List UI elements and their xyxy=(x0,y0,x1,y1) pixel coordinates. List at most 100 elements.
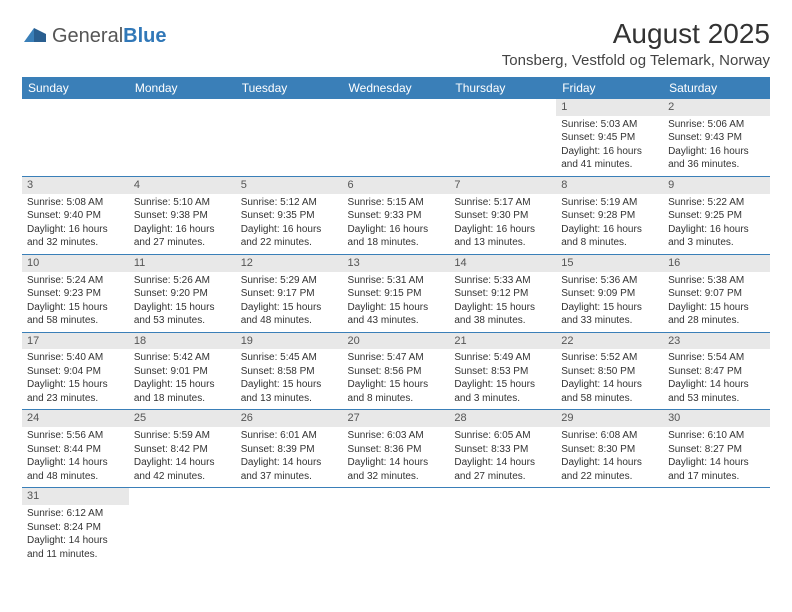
calendar-cell xyxy=(129,99,236,176)
day-info: Sunrise: 5:12 AMSunset: 9:35 PMDaylight:… xyxy=(241,196,338,250)
day-number: 14 xyxy=(449,255,556,272)
day-info: Sunrise: 6:08 AMSunset: 8:30 PMDaylight:… xyxy=(561,429,658,483)
day-number: 31 xyxy=(22,488,129,505)
calendar-page: GeneralBlue August 2025 Tonsberg, Vestfo… xyxy=(0,0,792,583)
day-info: Sunrise: 5:29 AMSunset: 9:17 PMDaylight:… xyxy=(241,274,338,328)
calendar-cell: 23Sunrise: 5:54 AMSunset: 8:47 PMDayligh… xyxy=(663,332,770,410)
calendar-cell: 17Sunrise: 5:40 AMSunset: 9:04 PMDayligh… xyxy=(22,332,129,410)
calendar-cell: 3Sunrise: 5:08 AMSunset: 9:40 PMDaylight… xyxy=(22,176,129,254)
calendar-cell: 20Sunrise: 5:47 AMSunset: 8:56 PMDayligh… xyxy=(343,332,450,410)
day-info: Sunrise: 5:49 AMSunset: 8:53 PMDaylight:… xyxy=(454,351,551,405)
day-number: 28 xyxy=(449,410,556,427)
day-info: Sunrise: 5:56 AMSunset: 8:44 PMDaylight:… xyxy=(27,429,124,483)
calendar-cell xyxy=(343,99,450,176)
day-number: 12 xyxy=(236,255,343,272)
day-info: Sunrise: 5:59 AMSunset: 8:42 PMDaylight:… xyxy=(134,429,231,483)
calendar-cell xyxy=(663,488,770,565)
logo-icon xyxy=(22,24,48,49)
day-info: Sunrise: 5:52 AMSunset: 8:50 PMDaylight:… xyxy=(561,351,658,405)
calendar-cell: 8 Sunrise: 5:19 AMSunset: 9:28 PMDaylight… xyxy=(556,176,663,254)
calendar-cell xyxy=(449,99,556,176)
calendar-cell: 2 Sunrise: 5:06 AMSunset: 9:43 PMDaylight… xyxy=(663,99,770,176)
logo-text: GeneralBlue xyxy=(52,25,167,48)
calendar-cell: 10 Sunrise: 5:24 AMSunset: 9:23 PMDayligh… xyxy=(22,254,129,332)
calendar-cell: 7Sunrise: 5:17 AMSunset: 9:30 PMDaylight… xyxy=(449,176,556,254)
calendar-cell: 22Sunrise: 5:52 AMSunset: 8:50 PMDayligh… xyxy=(556,332,663,410)
calendar-cell: 12 Sunrise: 5:29 AMSunset: 9:17 PMDayligh… xyxy=(236,254,343,332)
day-number: 3 xyxy=(22,177,129,194)
calendar-cell xyxy=(556,488,663,565)
day-info: Sunrise: 5:22 AMSunset: 9:25 PMDaylight:… xyxy=(668,196,765,250)
day-info: Sunrise: 5:54 AMSunset: 8:47 PMDaylight:… xyxy=(668,351,765,405)
calendar-cell: 9 Sunrise: 5:22 AMSunset: 9:25 PMDaylight… xyxy=(663,176,770,254)
day-number: 22 xyxy=(556,333,663,350)
day-info: Sunrise: 5:19 AMSunset: 9:28 PMDaylight:… xyxy=(561,196,658,250)
logo: GeneralBlue xyxy=(22,24,167,49)
calendar-cell: 14 Sunrise: 5:33 AMSunset: 9:12 PMDayligh… xyxy=(449,254,556,332)
calendar-cell xyxy=(129,488,236,565)
calendar-cell: 6 Sunrise: 5:15 AMSunset: 9:33 PMDaylight… xyxy=(343,176,450,254)
weekday-header: Wednesday xyxy=(343,77,450,99)
calendar-table: SundayMondayTuesdayWednesdayThursdayFrid… xyxy=(22,77,770,565)
day-number: 18 xyxy=(129,333,236,350)
day-number: 19 xyxy=(236,333,343,350)
day-number: 9 xyxy=(663,177,770,194)
day-number: 23 xyxy=(663,333,770,350)
day-info: Sunrise: 5:17 AMSunset: 9:30 PMDaylight:… xyxy=(454,196,551,250)
calendar-cell: 4Sunrise: 5:10 AMSunset: 9:38 PMDaylight… xyxy=(129,176,236,254)
day-number: 15 xyxy=(556,255,663,272)
calendar-cell xyxy=(343,488,450,565)
day-number: 30 xyxy=(663,410,770,427)
day-number: 21 xyxy=(449,333,556,350)
day-info: Sunrise: 5:24 AMSunset: 9:23 PMDaylight:… xyxy=(27,274,124,328)
day-number: 10 xyxy=(22,255,129,272)
calendar-cell xyxy=(449,488,556,565)
day-number: 24 xyxy=(22,410,129,427)
day-info: Sunrise: 5:36 AMSunset: 9:09 PMDaylight:… xyxy=(561,274,658,328)
logo-text-2: Blue xyxy=(123,25,166,47)
day-info: Sunrise: 6:05 AMSunset: 8:33 PMDaylight:… xyxy=(454,429,551,483)
calendar-cell: 19Sunrise: 5:45 AMSunset: 8:58 PMDayligh… xyxy=(236,332,343,410)
day-number: 5 xyxy=(236,177,343,194)
calendar-cell: 18Sunrise: 5:42 AMSunset: 9:01 PMDayligh… xyxy=(129,332,236,410)
weekday-header: Thursday xyxy=(449,77,556,99)
logo-text-1: General xyxy=(52,25,123,47)
day-info: Sunrise: 5:42 AMSunset: 9:01 PMDaylight:… xyxy=(134,351,231,405)
weekday-header: Tuesday xyxy=(236,77,343,99)
header: GeneralBlue August 2025 Tonsberg, Vestfo… xyxy=(22,18,770,69)
calendar-cell xyxy=(236,99,343,176)
day-info: Sunrise: 5:26 AMSunset: 9:20 PMDaylight:… xyxy=(134,274,231,328)
day-info: Sunrise: 5:10 AMSunset: 9:38 PMDaylight:… xyxy=(134,196,231,250)
calendar-cell xyxy=(236,488,343,565)
day-number: 8 xyxy=(556,177,663,194)
day-info: Sunrise: 5:47 AMSunset: 8:56 PMDaylight:… xyxy=(348,351,445,405)
calendar-cell: 29 Sunrise: 6:08 AMSunset: 8:30 PMDayligh… xyxy=(556,410,663,488)
calendar-cell: 26Sunrise: 6:01 AMSunset: 8:39 PMDayligh… xyxy=(236,410,343,488)
calendar-header-row: SundayMondayTuesdayWednesdayThursdayFrid… xyxy=(22,77,770,99)
day-info: Sunrise: 5:31 AMSunset: 9:15 PMDaylight:… xyxy=(348,274,445,328)
calendar-cell xyxy=(22,99,129,176)
day-info: Sunrise: 5:03 AMSunset: 9:45 PMDaylight:… xyxy=(561,118,658,172)
day-info: Sunrise: 5:15 AMSunset: 9:33 PMDaylight:… xyxy=(348,196,445,250)
day-number: 26 xyxy=(236,410,343,427)
day-number: 11 xyxy=(129,255,236,272)
calendar-cell: 15 Sunrise: 5:36 AMSunset: 9:09 PMDayligh… xyxy=(556,254,663,332)
weekday-header: Friday xyxy=(556,77,663,99)
calendar-cell: 21Sunrise: 5:49 AMSunset: 8:53 PMDayligh… xyxy=(449,332,556,410)
calendar-cell: 11 Sunrise: 5:26 AMSunset: 9:20 PMDayligh… xyxy=(129,254,236,332)
day-info: Sunrise: 6:12 AMSunset: 8:24 PMDaylight:… xyxy=(27,507,124,561)
calendar-cell: 25 Sunrise: 5:59 AMSunset: 8:42 PMDayligh… xyxy=(129,410,236,488)
weekday-header: Saturday xyxy=(663,77,770,99)
calendar-cell: 24 Sunrise: 5:56 AMSunset: 8:44 PMDayligh… xyxy=(22,410,129,488)
day-number: 29 xyxy=(556,410,663,427)
day-number: 2 xyxy=(663,99,770,116)
day-info: Sunrise: 5:06 AMSunset: 9:43 PMDaylight:… xyxy=(668,118,765,172)
month-title: August 2025 xyxy=(502,18,770,50)
day-number: 13 xyxy=(343,255,450,272)
day-number: 27 xyxy=(343,410,450,427)
day-number: 6 xyxy=(343,177,450,194)
calendar-cell: 31 Sunrise: 6:12 AMSunset: 8:24 PMDayligh… xyxy=(22,488,129,565)
day-number: 25 xyxy=(129,410,236,427)
day-info: Sunrise: 5:33 AMSunset: 9:12 PMDaylight:… xyxy=(454,274,551,328)
calendar-cell: 27Sunrise: 6:03 AMSunset: 8:36 PMDayligh… xyxy=(343,410,450,488)
